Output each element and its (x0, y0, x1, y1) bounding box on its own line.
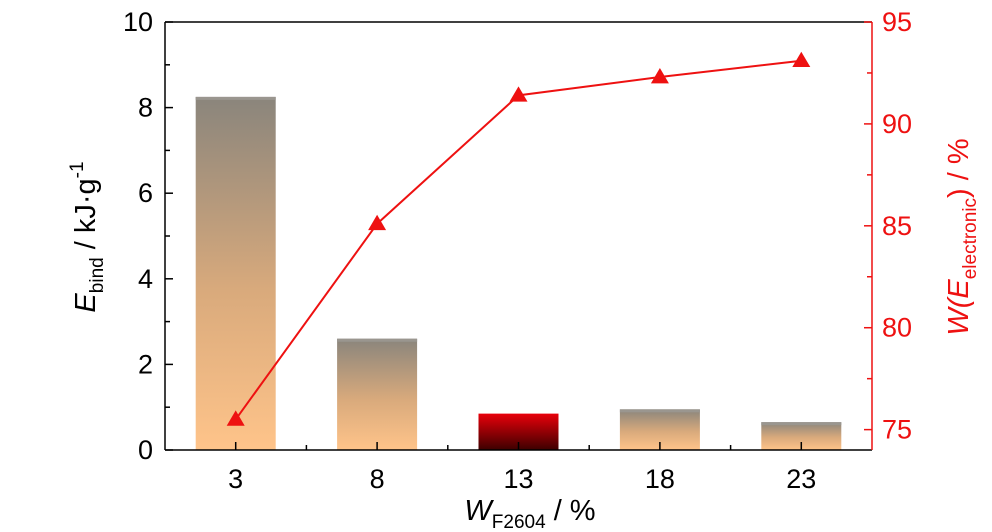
y-left-tick-label: 4 (138, 264, 153, 294)
bars-layer (195, 96, 842, 451)
y-left-tick-label: 0 (138, 435, 153, 465)
y-left-tick-label: 6 (138, 178, 153, 208)
bar-8 (337, 338, 418, 450)
bar-cap-23 (761, 422, 842, 426)
x-tick-label: 23 (786, 464, 816, 494)
y-right-tick-label: 90 (882, 109, 912, 139)
bar-cap-18 (619, 409, 700, 413)
line-marker-18 (650, 68, 669, 84)
y-right-tick-label: 80 (882, 313, 912, 343)
line-marker-3 (226, 410, 245, 426)
y-right-tick-label: 95 (882, 7, 912, 37)
line-marker-13 (509, 86, 528, 102)
x-tick-label: 13 (503, 464, 533, 494)
y-left-tick-label: 2 (138, 349, 153, 379)
y-left-tick-label: 10 (123, 7, 153, 37)
bar-cap-8 (337, 338, 418, 342)
line-series-path (234, 59, 802, 421)
x-tick-label: 18 (645, 464, 675, 494)
line-layer (226, 51, 811, 426)
bar-cap-3 (195, 96, 276, 100)
y-right-axis-title: W(Eelectronic) / % (943, 138, 981, 335)
line-marker-23 (792, 51, 811, 68)
x-axis-title: WF2604 / % (464, 495, 595, 532)
y-left-tick-label: 8 (138, 93, 153, 123)
y-left-axis-title: Ebind / kJ·g-1 (67, 161, 108, 312)
y-right-tick-label: 75 (882, 415, 912, 445)
axes-layer: 0 2 4 6 8 10 75 80 85 90 95 3 8 13 18 23 (123, 7, 912, 494)
bar-3 (195, 96, 276, 451)
y-right-tick-label: 85 (882, 211, 912, 241)
x-tick-label: 3 (228, 464, 243, 494)
x-tick-label: 8 (370, 464, 385, 494)
line-marker-8 (368, 214, 387, 231)
